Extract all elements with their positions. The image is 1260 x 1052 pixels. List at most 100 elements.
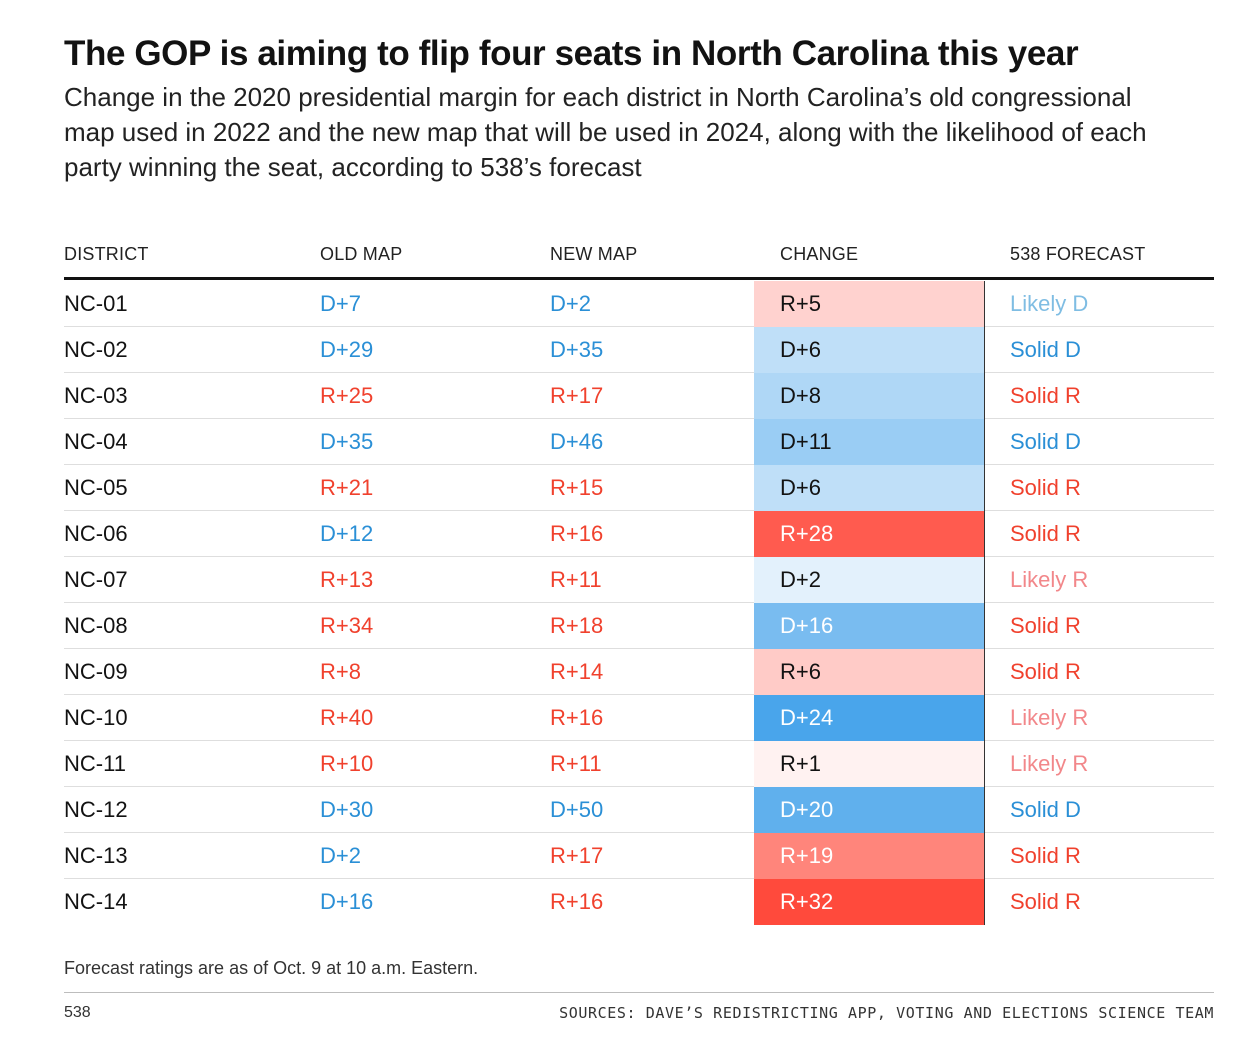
- sources-label: SOURCES: DAVE’S REDISTRICTING APP, VOTIN…: [559, 1004, 1214, 1022]
- table-header: DISTRICT OLD MAP NEW MAP CHANGE 538 FORE…: [64, 238, 1214, 280]
- forecast-cell: Solid R: [1010, 383, 1081, 408]
- forecast-cell: Solid D: [1010, 797, 1081, 822]
- new-map-cell: D+35: [550, 337, 604, 362]
- old-map-cell: R+21: [320, 475, 374, 500]
- district-cell: NC-07: [64, 567, 128, 592]
- old-map-cell: R+40: [320, 705, 374, 730]
- district-cell: NC-11: [64, 751, 126, 776]
- change-divider: [984, 695, 985, 741]
- change-cell: D+11: [754, 419, 985, 465]
- new-map-cell: D+50: [550, 797, 604, 822]
- district-cell: NC-08: [64, 613, 128, 638]
- change-divider: [984, 419, 985, 465]
- forecast-cell: Solid R: [1010, 843, 1081, 868]
- footer-divider: [64, 992, 1214, 993]
- change-divider: [984, 373, 985, 419]
- forecast-cell: Likely R: [1010, 751, 1089, 776]
- new-map-cell: R+16: [550, 889, 604, 914]
- table-body: NC-01 D+7 D+2 R+5 Likely D NC-02 D+29 D+35 D+6 So…: [64, 281, 1214, 925]
- district-cell: NC-06: [64, 521, 128, 546]
- district-cell: NC-04: [64, 429, 128, 454]
- district-cell: NC-03: [64, 383, 128, 408]
- old-map-cell: R+10: [320, 751, 374, 776]
- change-cell: R+19: [754, 833, 985, 879]
- change-divider: [984, 787, 985, 833]
- column-header-district: DISTRICT: [64, 244, 149, 264]
- new-map-cell: R+18: [550, 613, 604, 638]
- new-map-cell: R+14: [550, 659, 604, 684]
- table-row: NC-07 R+13 R+11 D+2 Likely R: [64, 557, 1214, 603]
- new-map-cell: R+15: [550, 475, 604, 500]
- change-divider: [984, 879, 985, 925]
- change-cell: D+24: [754, 695, 985, 741]
- new-map-cell: R+17: [550, 383, 604, 408]
- old-map-cell: D+29: [320, 337, 374, 362]
- table-row: NC-14 D+16 R+16 R+32 Solid R: [64, 879, 1214, 925]
- new-map-cell: R+11: [550, 567, 602, 592]
- old-map-cell: R+25: [320, 383, 374, 408]
- old-map-cell: R+8: [320, 659, 361, 684]
- table-row: NC-11 R+10 R+11 R+1 Likely R: [64, 741, 1214, 787]
- table-row: NC-08 R+34 R+18 D+16 Solid R: [64, 603, 1214, 649]
- forecast-cell: Solid D: [1010, 337, 1081, 362]
- new-map-cell: R+16: [550, 521, 604, 546]
- forecast-cell: Solid R: [1010, 475, 1081, 500]
- change-cell: D+20: [754, 787, 985, 833]
- old-map-cell: R+34: [320, 613, 374, 638]
- district-cell: NC-13: [64, 843, 128, 868]
- forecast-cell: Solid R: [1010, 521, 1081, 546]
- change-cell: D+6: [754, 465, 985, 511]
- table-row: NC-13 D+2 R+17 R+19 Solid R: [64, 833, 1214, 879]
- district-cell: NC-10: [64, 705, 128, 730]
- brand-label: 538: [64, 1004, 91, 1021]
- change-cell: D+2: [754, 557, 985, 603]
- table-row: NC-04 D+35 D+46 D+11 Solid D: [64, 419, 1214, 465]
- new-map-cell: R+11: [550, 751, 602, 776]
- old-map-cell: R+13: [320, 567, 374, 592]
- change-cell: R+32: [754, 879, 985, 925]
- new-map-cell: D+46: [550, 429, 604, 454]
- old-map-cell: D+16: [320, 889, 374, 914]
- column-header-new-map: NEW MAP: [550, 244, 638, 264]
- old-map-cell: D+2: [320, 843, 361, 868]
- table-row: NC-01 D+7 D+2 R+5 Likely D: [64, 281, 1214, 327]
- change-cell: D+6: [754, 327, 985, 373]
- old-map-cell: D+30: [320, 797, 374, 822]
- column-header-old-map: OLD MAP: [320, 244, 403, 264]
- change-divider: [984, 557, 985, 603]
- footnote: Forecast ratings are as of Oct. 9 at 10 …: [64, 958, 479, 978]
- forecast-cell: Solid R: [1010, 889, 1081, 914]
- change-divider: [984, 833, 985, 879]
- change-cell: R+1: [754, 741, 985, 787]
- change-divider: [984, 741, 985, 787]
- table-row: NC-05 R+21 R+15 D+6 Solid R: [64, 465, 1214, 511]
- new-map-cell: R+17: [550, 843, 604, 868]
- forecast-cell: Likely D: [1010, 291, 1089, 316]
- table-row: NC-10 R+40 R+16 D+24 Likely R: [64, 695, 1214, 741]
- change-divider: [984, 649, 985, 695]
- forecast-cell: Likely R: [1010, 567, 1089, 592]
- district-cell: NC-12: [64, 797, 128, 822]
- chart-subtitle: Change in the 2020 presidential margin f…: [64, 82, 1147, 182]
- old-map-cell: D+12: [320, 521, 374, 546]
- change-divider: [984, 327, 985, 373]
- forecast-cell: Solid R: [1010, 659, 1081, 684]
- forecast-cell: Solid R: [1010, 613, 1081, 638]
- column-header-forecast: 538 FORECAST: [1010, 244, 1146, 264]
- column-header-change: CHANGE: [780, 244, 859, 264]
- table-row: NC-02 D+29 D+35 D+6 Solid D: [64, 327, 1214, 373]
- forecast-cell: Likely R: [1010, 705, 1089, 730]
- change-divider: [984, 281, 985, 327]
- district-cell: NC-09: [64, 659, 128, 684]
- old-map-cell: D+35: [320, 429, 374, 454]
- change-divider: [984, 465, 985, 511]
- chart-title: The GOP is aiming to flip four seats in …: [64, 34, 1079, 73]
- forecast-cell: Solid D: [1010, 429, 1081, 454]
- table-row: NC-09 R+8 R+14 R+6 Solid R: [64, 649, 1214, 695]
- district-cell: NC-01: [64, 291, 128, 316]
- change-cell: R+5: [754, 281, 985, 327]
- new-map-cell: D+2: [550, 291, 591, 316]
- change-cell: D+8: [754, 373, 985, 419]
- district-cell: NC-14: [64, 889, 128, 914]
- change-cell: R+6: [754, 649, 985, 695]
